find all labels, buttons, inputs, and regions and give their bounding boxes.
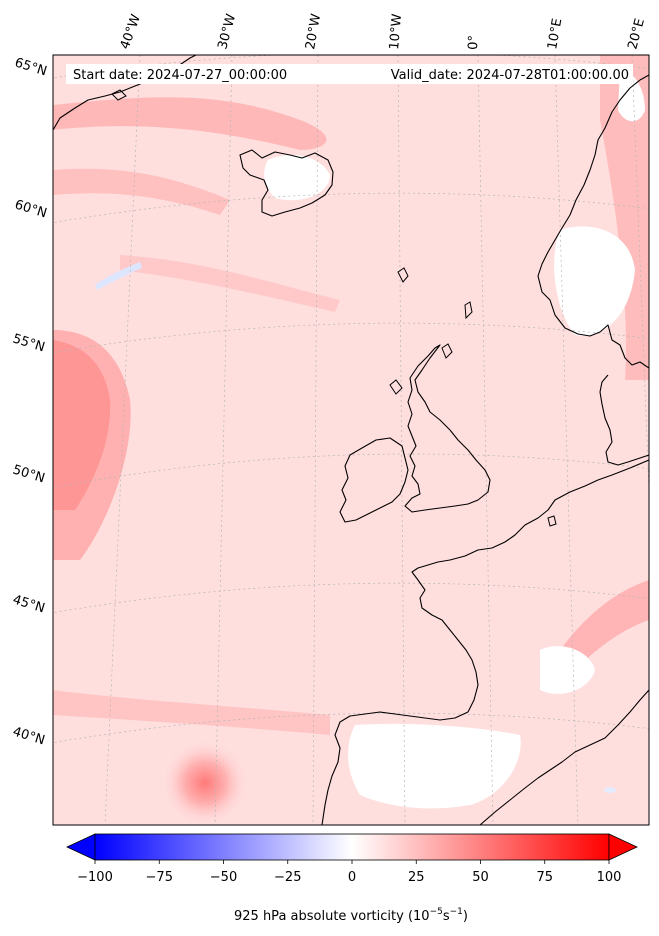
vorticity-band-alps [560, 580, 649, 670]
vorticity-band-mid [120, 255, 340, 312]
negative-vorticity-streak [95, 262, 142, 290]
colorbar-tick-label: −100 [77, 870, 113, 885]
colorbar-tick-label: 0 [348, 870, 356, 885]
lat-label: 50°N [11, 462, 47, 486]
lat-label: 60°N [13, 197, 49, 221]
lon-label: 10°E [545, 17, 565, 50]
iceland-coast [239, 149, 334, 217]
colorbar-tick-label: 100 [597, 870, 622, 885]
vorticity-band-south [53, 690, 330, 735]
latitude-labels: 65°N 60°N 55°N 50°N 45°N 40°N [11, 55, 49, 748]
lat-label: 55°N [11, 331, 47, 355]
longitude-labels: 40°W 30°W 20°W 10°W 0° 10°E 20°E [118, 12, 648, 51]
colorbar-tick-label: 25 [408, 870, 425, 885]
colorbar-extend-max [608, 833, 638, 861]
lon-label: 40°W [118, 12, 144, 51]
lon-label: 20°E [625, 17, 648, 51]
vorticity-band-west-core [53, 340, 111, 510]
valid-date-label: Valid_date: 2024-07-28T01:00:00.00 [391, 68, 629, 83]
colorbar-extend-min [66, 833, 96, 861]
colorbar-tick-label: −50 [210, 870, 237, 885]
vorticity-band-norway [600, 55, 649, 380]
weak-vorticity-france [540, 646, 595, 694]
mediterranean-coast [479, 689, 649, 825]
colorbar-tick-label: −75 [146, 870, 173, 885]
lat-label: 45°N [11, 592, 47, 616]
negative-vorticity-spot [604, 787, 616, 793]
lon-label: 10°W [387, 13, 405, 50]
vorticity-band-north [53, 97, 327, 150]
weak-vorticity-iberia [348, 723, 521, 809]
colorbar-label: 925 hPa absolute vorticity (10−5s−1) [234, 907, 468, 924]
iberia-coast [321, 711, 469, 825]
colorbar-tick-label: −25 [274, 870, 301, 885]
lat-label: 40°N [11, 724, 47, 748]
lon-label: 0° [466, 35, 482, 50]
colorbar-tick-label: 75 [536, 870, 553, 885]
lon-label: 20°W [303, 13, 324, 51]
islands [111, 89, 557, 527]
start-date-label: Start date: 2024-07-27_00:00:00 [73, 68, 287, 83]
header-label-background [66, 64, 633, 84]
colorbar: −100 −75 −50 −25 0 25 50 75 100 925 hPa absolute… [66, 833, 638, 924]
continent-coast [411, 459, 649, 713]
colorbar-gradient [94, 833, 610, 861]
vorticity-band-greenland [53, 168, 230, 215]
colorbar-ticks: −100 −75 −50 −25 0 25 50 75 100 [77, 860, 621, 885]
colorbar-tick-label: 50 [472, 870, 489, 885]
lon-label: 30°W [215, 12, 239, 51]
coastlines [53, 55, 649, 825]
lat-label: 65°N [13, 55, 49, 79]
map-frame [52, 54, 650, 826]
weak-vorticity-iceland [264, 155, 330, 201]
weak-vorticity-scandinavia [554, 226, 635, 336]
denmark-coast [599, 374, 649, 466]
map-panel [53, 55, 649, 825]
scandinavia-coast [537, 74, 649, 369]
uk-coast [404, 344, 491, 513]
cyclone-vortex [163, 741, 247, 825]
graticule [53, 55, 649, 825]
ireland-coast [339, 437, 409, 523]
